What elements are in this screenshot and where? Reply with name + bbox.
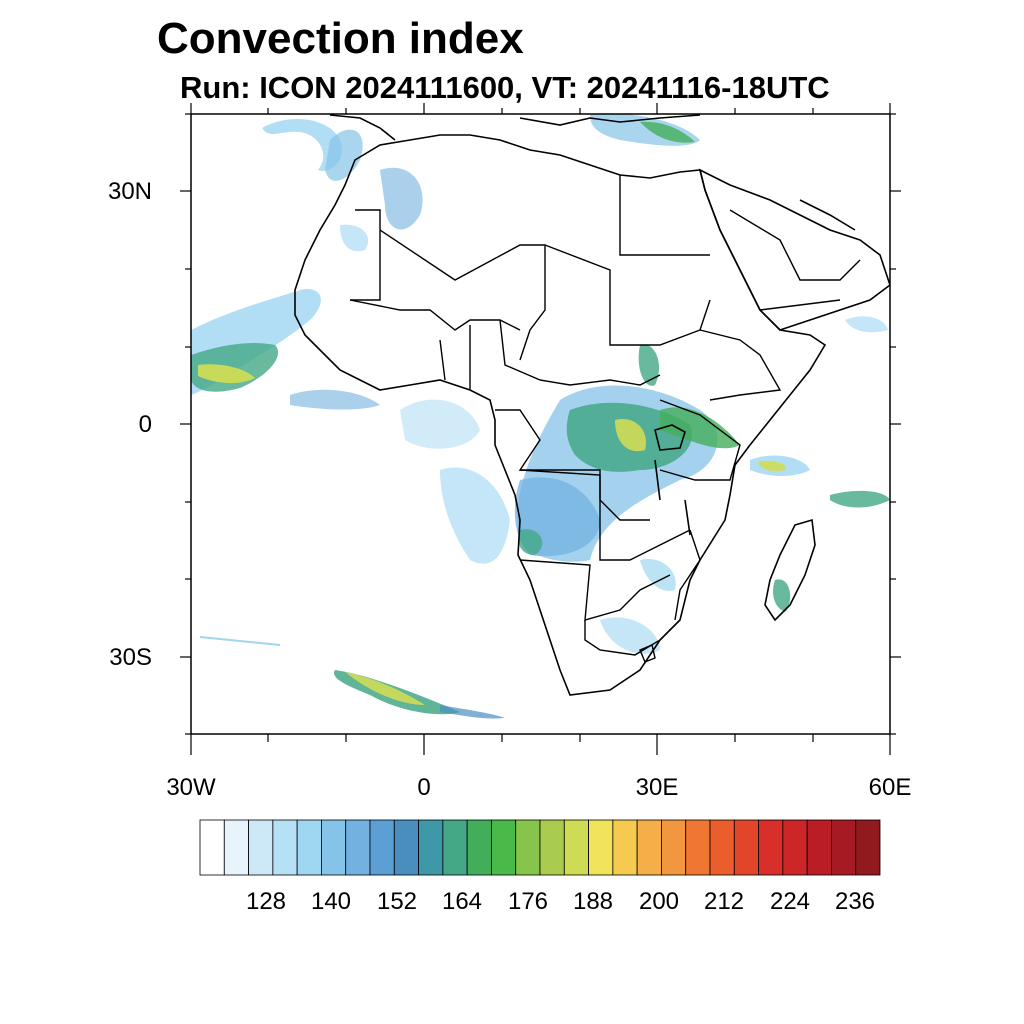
convection-cell-arabian-sea <box>845 316 888 333</box>
border-central-africa <box>539 374 661 386</box>
border-south-africa <box>584 619 681 656</box>
colorbar-label: 164 <box>441 888 483 915</box>
madagascar-coastline <box>764 518 816 622</box>
convection-cell-southern-africa <box>600 617 660 654</box>
convection-cell-equatorial-atlantic <box>400 399 480 449</box>
tick-marks <box>180 103 901 755</box>
colorbar-swatch <box>806 819 832 876</box>
colorbar-swatch <box>709 819 735 876</box>
colorbar-swatch <box>758 819 784 876</box>
colorbar-label: 152 <box>376 888 418 915</box>
colorbar-swatch <box>199 819 225 876</box>
convection-cell-lake-victoria <box>660 407 740 449</box>
europe-coastline <box>519 114 701 126</box>
colorbar-swatch <box>588 819 614 876</box>
colorbar-swatch <box>831 819 857 876</box>
colorbar-swatch <box>345 819 371 876</box>
colorbar-swatch <box>272 819 298 876</box>
lake-tanganyika <box>654 459 661 501</box>
colorbar-swatch <box>321 819 347 876</box>
map-subtitle: Run: ICON 2024111600, VT: 20241116-18UTC <box>180 70 830 105</box>
colorbar-label: 128 <box>245 888 287 915</box>
convection-cell-atlantic-swirl <box>262 118 342 171</box>
border-egypt-libya <box>619 175 710 256</box>
lon-label-30w: 30W <box>166 774 216 801</box>
border-maghreb <box>350 209 381 301</box>
colorbar-swatch <box>733 819 759 876</box>
convection-cell-mozambique <box>640 559 676 591</box>
colorbar-swatch <box>612 819 638 876</box>
convection-core-south-atlantic <box>345 672 425 705</box>
colorbar <box>199 819 881 876</box>
convection-field <box>191 114 890 719</box>
colorbar-swatch <box>636 819 662 876</box>
country-borders <box>349 175 861 663</box>
colorbar-label: 236 <box>834 888 876 915</box>
colorbar-swatch <box>248 819 274 876</box>
border-sahara <box>379 229 546 361</box>
convection-trail-south-atlantic <box>440 705 505 719</box>
convection-cell-northwest-africa <box>380 167 423 230</box>
colorbar-swatch <box>539 819 565 876</box>
colorbar-label: 212 <box>703 888 745 915</box>
border-angola-zambia <box>519 469 691 561</box>
colorbar-swatch <box>369 819 395 876</box>
iberia-coastline <box>329 114 396 141</box>
lon-label-0: 0 <box>417 774 431 801</box>
convection-streak-south-atlantic <box>199 636 281 646</box>
lat-label-30s: 30S <box>109 644 152 671</box>
border-namibia-botswana <box>519 559 671 621</box>
convection-cell-madagascar <box>773 579 791 612</box>
lake-victoria <box>654 424 686 451</box>
border-ethiopia <box>699 329 782 401</box>
convection-core-indian-ocean-north <box>758 460 786 472</box>
lat-label-30n: 30N <box>107 178 152 205</box>
colorbar-swatch <box>563 819 589 876</box>
border-east-africa <box>659 399 741 481</box>
lat-label-0: 0 <box>138 411 152 438</box>
convection-plume-south-atlantic <box>440 467 510 564</box>
convection-cell-angola-coast <box>518 529 543 555</box>
colorbar-label: 176 <box>507 888 549 915</box>
colorbar-swatch <box>491 819 517 876</box>
convection-cell-east-africa <box>638 344 660 386</box>
border-sudan <box>544 244 711 346</box>
colorbar-swatch <box>515 819 541 876</box>
border-nigeria <box>439 319 541 390</box>
convection-core-congo-basin <box>615 419 646 452</box>
persian-gulf <box>799 199 856 231</box>
lon-label-60e: 60E <box>868 774 912 801</box>
colorbar-swatch <box>661 819 687 876</box>
convection-cell-indian-ocean-east <box>830 490 890 508</box>
border-congo <box>495 409 650 521</box>
map-title: Convection index <box>157 14 524 63</box>
colorbar-swatch <box>296 819 322 876</box>
border-lesotho <box>639 644 656 663</box>
arabia-coastline <box>698 168 890 331</box>
convection-core-west-atlantic <box>198 364 255 384</box>
colorbar-label: 200 <box>638 888 680 915</box>
colorbar-swatch <box>393 819 419 876</box>
colorbar-label: 140 <box>310 888 352 915</box>
border-mozambique <box>674 529 701 621</box>
convection-core-mediterranean <box>640 121 695 143</box>
colorbar-swatch <box>685 819 711 876</box>
colorbar-swatch <box>442 819 468 876</box>
convection-cell-gulf-of-guinea <box>290 389 380 410</box>
lon-label-30e: 30E <box>635 774 679 801</box>
lake-malawi <box>684 499 691 536</box>
colorbar-swatch <box>223 819 249 876</box>
colorbar-swatch <box>418 819 444 876</box>
border-west-africa <box>349 299 521 331</box>
convection-cell-north-sahara <box>340 224 369 252</box>
colorbar-label: 224 <box>769 888 811 915</box>
colorbar-swatch <box>782 819 808 876</box>
colorbar-swatch <box>466 819 492 876</box>
colorbar-label: 188 <box>572 888 614 915</box>
border-arabia <box>729 209 861 311</box>
convection-cell-morocco <box>325 129 363 181</box>
colorbar-swatch <box>855 819 881 876</box>
